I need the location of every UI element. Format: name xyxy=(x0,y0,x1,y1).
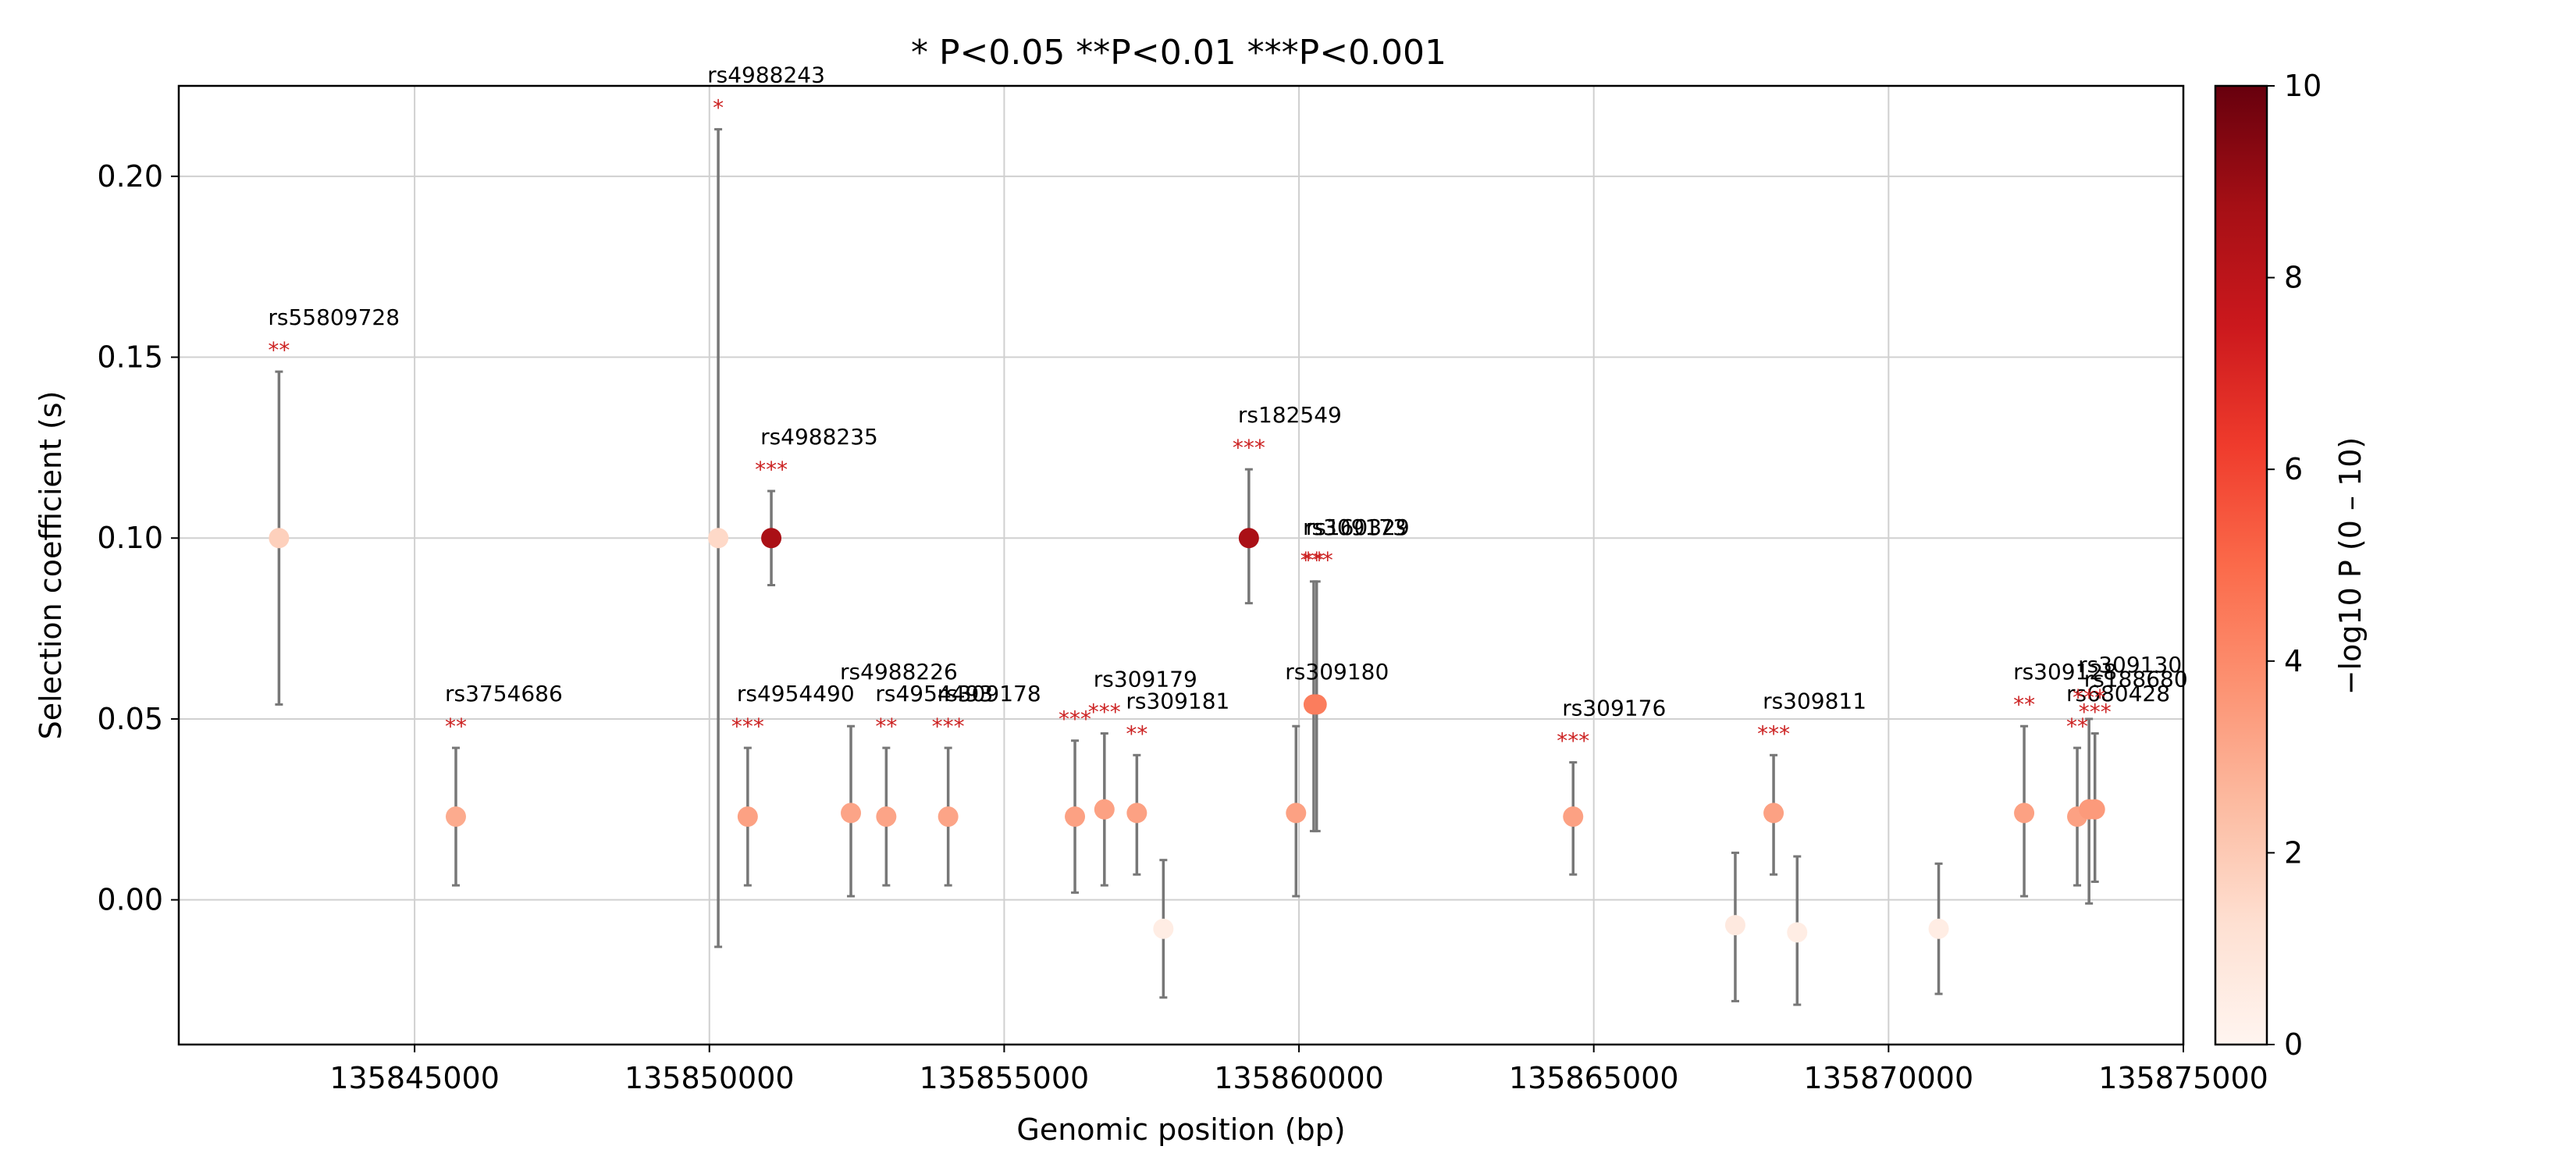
x-tick-label: 135855000 xyxy=(920,1061,1090,1095)
significance-stars: ** xyxy=(268,337,290,363)
snp-label: rs680428 xyxy=(2066,681,2170,707)
colorbar-tick-label: 0 xyxy=(2284,1027,2303,1062)
colorbar-tick-label: 4 xyxy=(2284,644,2303,678)
significance-stars: *** xyxy=(1233,435,1265,461)
significance-stars: ** xyxy=(445,714,467,739)
x-tick-label: 135845000 xyxy=(329,1061,500,1095)
point-labels: ** rs55809728 ** rs3754686 * rs4988243 *** rs49… xyxy=(268,62,2187,754)
chart-title: * P<0.05 **P<0.01 ***P<0.001 xyxy=(911,33,1446,73)
y-tick-label: 0.15 xyxy=(97,340,163,375)
snp-label: rs4988235 xyxy=(760,424,878,450)
data-point xyxy=(445,806,466,828)
data-point xyxy=(1563,806,1584,828)
colorbar xyxy=(2214,84,2268,1046)
data-point xyxy=(1065,806,1086,828)
significance-stars: ** xyxy=(875,714,897,739)
x-tick-label: 135860000 xyxy=(1214,1061,1384,1095)
snp-label: rs309178 xyxy=(938,681,1041,707)
plot-frame xyxy=(177,84,2185,1046)
data-point xyxy=(841,803,862,824)
data-point xyxy=(708,528,729,549)
colorbar-ticks: 0 2 4 6 8 10 xyxy=(2267,69,2322,1062)
snp-label: rs309179 xyxy=(1094,666,1197,692)
snp-label: rs182549 xyxy=(1238,402,1342,428)
colorbar-label: −log10 P (0 – 10) xyxy=(2333,437,2368,696)
significance-stars: *** xyxy=(2079,699,2112,724)
snp-label: rs4954493 xyxy=(875,681,993,707)
data-point xyxy=(1306,694,1327,715)
significance-stars: *** xyxy=(1059,707,1091,732)
snp-label: rs309811 xyxy=(1763,688,1866,714)
data-point xyxy=(876,806,897,828)
significance-stars: ** xyxy=(2013,692,2035,717)
significance-stars: *** xyxy=(932,714,965,739)
snp-label: rs55809728 xyxy=(268,304,400,330)
y-tick-label: 0.00 xyxy=(97,883,163,917)
significance-stars: *** xyxy=(1757,721,1790,746)
x-tick-label: 135850000 xyxy=(624,1061,795,1095)
data-point xyxy=(1928,918,1949,939)
snp-label: rs309180 xyxy=(1285,659,1389,685)
snp-label: rs4988243 xyxy=(707,62,825,88)
data-point xyxy=(938,806,959,828)
colorbar-tick-label: 10 xyxy=(2284,69,2322,103)
y-axis-ticks: 0.00 0.05 0.10 0.15 0.20 xyxy=(97,159,179,917)
data-point xyxy=(1787,922,1808,943)
significance-stars: *** xyxy=(2073,685,2105,710)
snp-label: rs160329 xyxy=(1306,514,1410,540)
error-bars xyxy=(275,128,2099,1006)
x-axis-ticks: 135845000 135850000 135855000 135860000 1358… xyxy=(329,1045,2268,1095)
snp-label: rs309173 xyxy=(1303,514,1407,540)
data-point xyxy=(1763,803,1784,824)
snp-label: rs188680 xyxy=(2084,666,2188,692)
data-point xyxy=(1238,528,1259,549)
snp-label: rs4954490 xyxy=(737,681,855,707)
x-tick-label: 135865000 xyxy=(1509,1061,1679,1095)
snp-label: rs3754686 xyxy=(445,681,563,707)
x-tick-label: 135870000 xyxy=(1804,1061,1974,1095)
snp-label: rs4988226 xyxy=(840,659,958,685)
snp-label: rs309130 xyxy=(2078,652,2182,678)
significance-stars: *** xyxy=(731,714,764,739)
y-tick-label: 0.20 xyxy=(97,159,163,194)
snp-label: rs309128 xyxy=(2013,659,2117,685)
significance-stars: ** xyxy=(2066,714,2088,739)
data-point xyxy=(269,528,290,549)
data-point xyxy=(2014,803,2035,824)
data-point xyxy=(1094,799,1115,820)
significance-stars: *** xyxy=(1300,547,1333,573)
significance-stars: ** xyxy=(1126,721,1147,746)
data-point xyxy=(1286,803,1307,824)
x-tick-label: 135875000 xyxy=(2098,1061,2268,1095)
data-point xyxy=(2084,799,2105,820)
gridlines xyxy=(179,86,2184,1045)
data-point xyxy=(737,806,758,828)
y-tick-label: 0.05 xyxy=(97,702,163,736)
colorbar-tick-label: 8 xyxy=(2284,261,2303,295)
snp-label: rs309176 xyxy=(1562,696,1666,721)
snp-label: rs309181 xyxy=(1126,688,1229,714)
significance-stars: * xyxy=(713,95,724,121)
y-tick-label: 0.10 xyxy=(97,521,163,555)
significance-stars: *** xyxy=(1557,728,1589,754)
data-points xyxy=(269,528,2105,943)
significance-stars: ** xyxy=(1303,547,1325,573)
y-axis-label: Selection coefficient (s) xyxy=(34,391,68,740)
data-point xyxy=(1126,803,1147,824)
data-point xyxy=(1724,915,1745,936)
significance-stars: *** xyxy=(755,457,788,482)
data-point xyxy=(761,528,782,549)
data-point xyxy=(1153,918,1174,939)
colorbar-tick-label: 6 xyxy=(2284,452,2303,486)
colorbar-tick-label: 2 xyxy=(2284,835,2303,870)
x-axis-label: Genomic position (bp) xyxy=(1016,1112,1345,1147)
significance-stars: *** xyxy=(1088,699,1121,724)
